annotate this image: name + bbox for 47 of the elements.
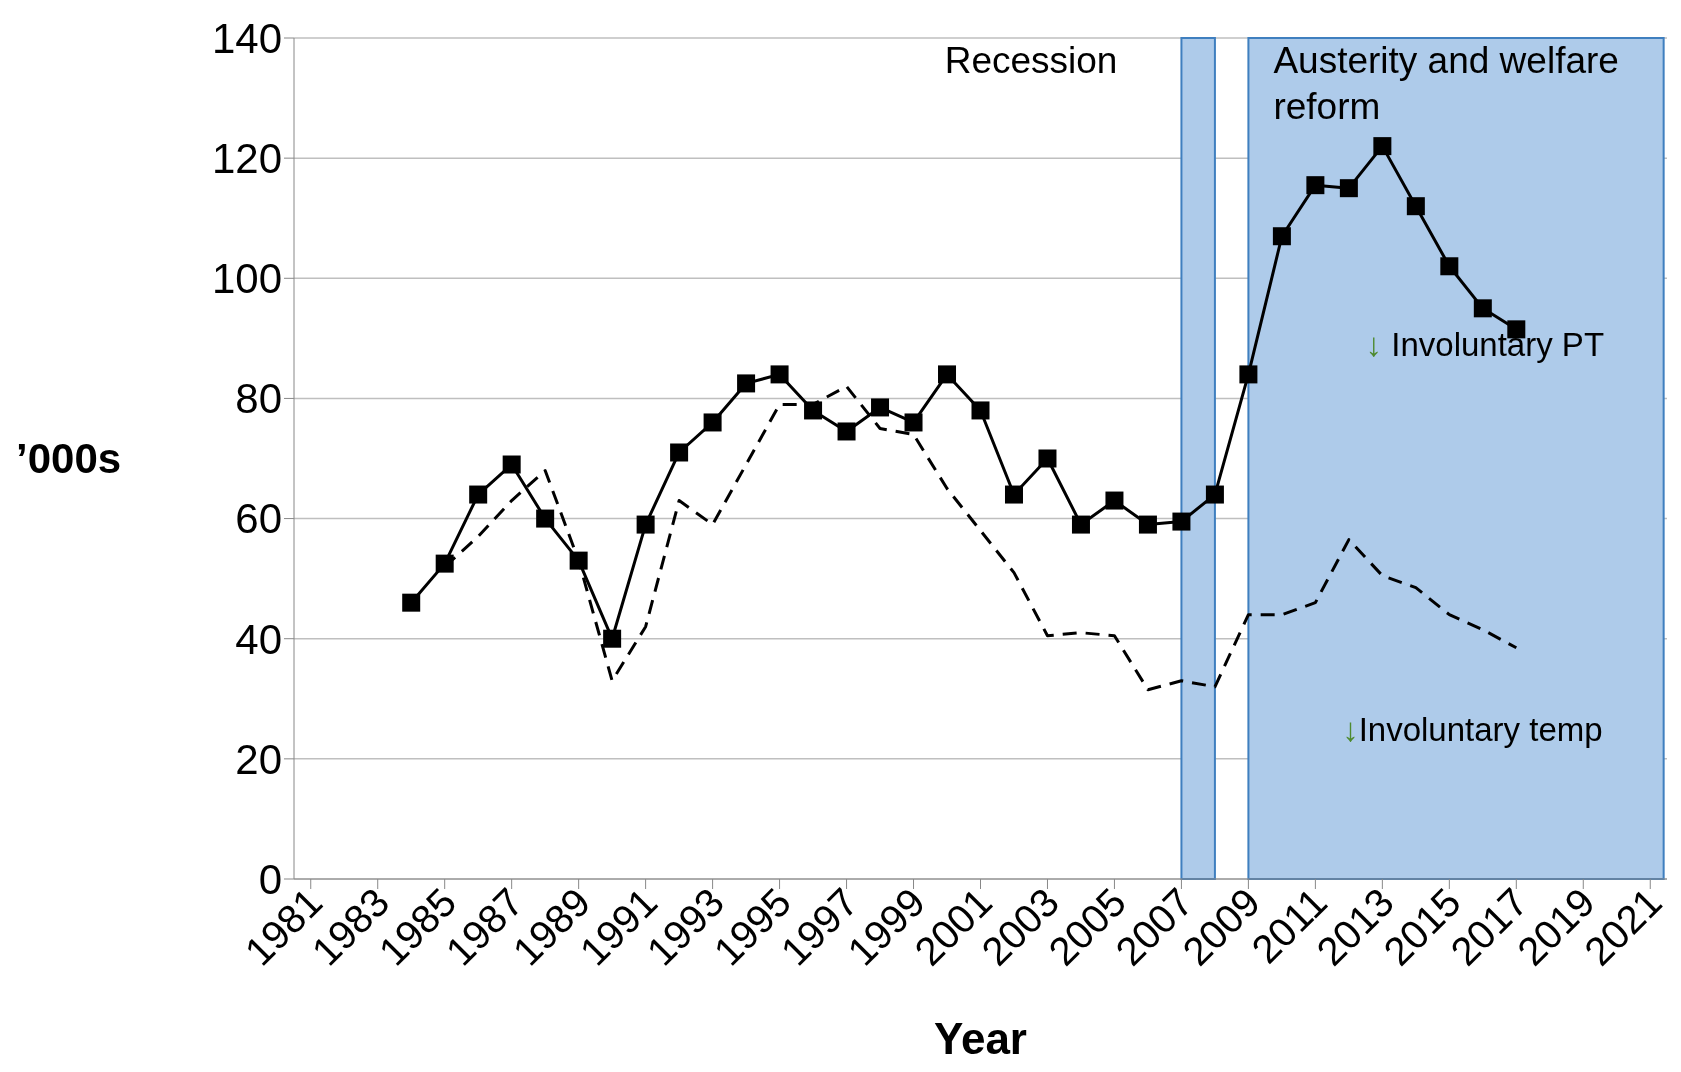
- y-tick-label: 100: [211, 255, 282, 303]
- x-axis-title: Year: [934, 1014, 1027, 1063]
- point: [1473, 299, 1492, 318]
- point: [1272, 227, 1291, 246]
- point: [670, 443, 689, 462]
- point: [1440, 257, 1459, 276]
- annotation: ↓Involuntary temp: [1342, 710, 1603, 748]
- point: [603, 629, 622, 648]
- point: [770, 365, 789, 384]
- point: [402, 593, 421, 612]
- point: [1239, 365, 1258, 384]
- point: [1205, 485, 1224, 504]
- point: [1373, 137, 1392, 156]
- point: [837, 422, 856, 441]
- y-axis-title: ’000s: [16, 435, 122, 483]
- point: [636, 515, 655, 534]
- y-tick-label: 120: [211, 135, 282, 183]
- y-tick-label: 80: [235, 375, 282, 423]
- point: [1038, 449, 1057, 468]
- band-label: Recession: [944, 40, 1118, 81]
- y-tick-label: 0: [258, 855, 282, 903]
- point: [469, 485, 488, 504]
- point: [804, 401, 823, 420]
- point: [938, 365, 957, 384]
- point: [1406, 197, 1425, 216]
- point: [871, 398, 890, 417]
- point: [536, 509, 555, 528]
- point: [1105, 491, 1124, 510]
- point: [904, 413, 923, 432]
- y-tick-label: 140: [211, 14, 282, 62]
- point: [1172, 512, 1191, 531]
- point: [703, 413, 722, 432]
- point: [569, 551, 588, 570]
- point: [1138, 515, 1157, 534]
- point: [435, 554, 454, 573]
- y-tick-label: 60: [235, 495, 282, 543]
- y-tick-label: 20: [235, 735, 282, 783]
- band-label: Austerity and welfare reform: [1273, 40, 1619, 127]
- point: [1339, 179, 1358, 198]
- annotation: ↓ Involuntary PT: [1365, 326, 1605, 364]
- point: [737, 374, 756, 393]
- point: [1004, 485, 1023, 504]
- point: [1071, 515, 1090, 534]
- point: [502, 455, 521, 474]
- y-tick-label: 40: [235, 615, 282, 663]
- point: [1306, 176, 1325, 195]
- point: [971, 401, 990, 420]
